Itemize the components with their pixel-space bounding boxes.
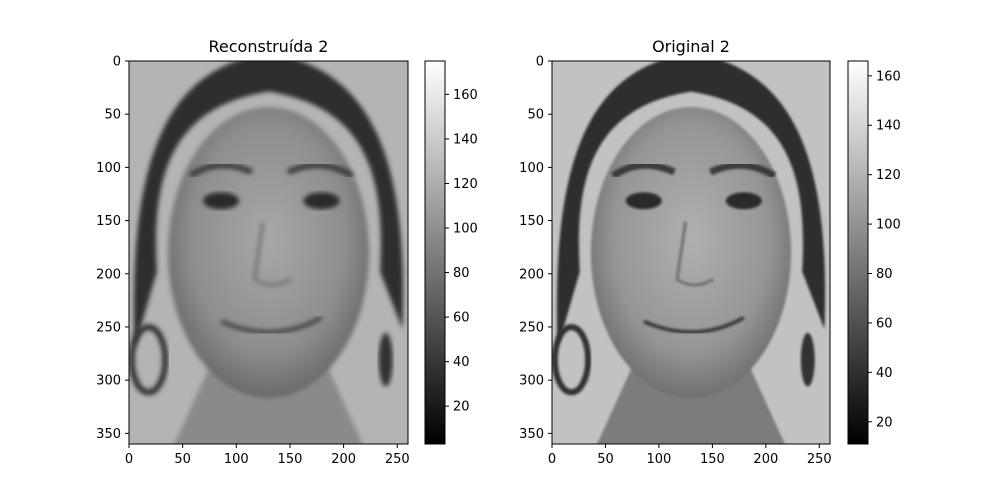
x-tick-label: 50 xyxy=(597,452,614,467)
colorbar-gradient xyxy=(424,60,446,445)
y-tick-label: 250 xyxy=(96,320,121,335)
x-tick-label: 200 xyxy=(753,452,778,467)
colorbar-tick-label: 80 xyxy=(876,267,893,282)
axes-frame xyxy=(551,60,831,445)
x-tick-label: 250 xyxy=(807,452,832,467)
colorbar-tick-label: 60 xyxy=(876,316,893,331)
colorbar-tick-label: 100 xyxy=(453,222,478,237)
y-tick-label: 50 xyxy=(527,108,544,123)
colorbar-1: 20 40 60 80 100 120 140 160 xyxy=(424,60,478,445)
colorbar-tick-label: 60 xyxy=(453,311,470,326)
subplot-title: Reconstruída 2 xyxy=(209,37,329,56)
colorbar-tick-label: 100 xyxy=(876,218,901,233)
x-tick-label: 100 xyxy=(647,452,672,467)
y-tick-label: 200 xyxy=(96,267,121,282)
x-tick-label: 250 xyxy=(385,452,410,467)
y-tick-label: 300 xyxy=(96,374,121,389)
colorbar-tick-label: 40 xyxy=(453,355,470,370)
face-image-2 xyxy=(552,61,830,444)
y-tick-label: 300 xyxy=(519,374,544,389)
colorbar-2: 20 40 60 80 100 120 140 160 xyxy=(847,60,901,445)
colorbar-tick-label: 120 xyxy=(876,168,901,183)
x-tick-label: 0 xyxy=(125,452,133,467)
y-tick-label: 350 xyxy=(519,427,544,442)
x-tick-label: 200 xyxy=(331,452,356,467)
x-tick-label: 150 xyxy=(278,452,303,467)
colorbar-tick-label: 20 xyxy=(453,400,470,415)
axes-2: 0 50 100 150 200 250 0 50 100 150 200 250 300 350 Orig… xyxy=(519,37,832,467)
axes-1: 0 50 100 150 200 250 0 50 100 150 200 250 300 350 Reco… xyxy=(96,37,410,467)
y-tick-label: 0 xyxy=(113,55,121,70)
colorbar-tick-label: 140 xyxy=(453,132,478,147)
colorbar-tick-label: 20 xyxy=(876,415,893,430)
y-tick-label: 0 xyxy=(536,55,544,70)
x-tick-label: 0 xyxy=(548,452,556,467)
subplot-2 xyxy=(552,61,830,444)
y-tick-label: 50 xyxy=(104,108,121,123)
colorbar-tick-label: 120 xyxy=(453,177,478,192)
y-tick-label: 250 xyxy=(519,320,544,335)
colorbar-tick-label: 40 xyxy=(876,366,893,381)
colorbar-tick-label: 160 xyxy=(876,69,901,84)
y-tick-label: 100 xyxy=(96,161,121,176)
y-tick-label: 200 xyxy=(519,267,544,282)
axes-frame xyxy=(128,60,409,445)
x-tick-label: 150 xyxy=(700,452,725,467)
face-image-1 xyxy=(129,61,408,444)
y-tick-label: 150 xyxy=(96,214,121,229)
colorbar-gradient xyxy=(847,60,869,445)
colorbar-tick-label: 140 xyxy=(876,119,901,134)
x-tick-label: 50 xyxy=(174,452,191,467)
y-tick-label: 150 xyxy=(519,214,544,229)
y-tick-label: 100 xyxy=(519,161,544,176)
colorbar-tick-label: 80 xyxy=(453,266,470,281)
subplot-1 xyxy=(129,61,408,444)
x-tick-label: 100 xyxy=(224,452,249,467)
colorbar-tick-label: 160 xyxy=(453,88,478,103)
subplot-title: Original 2 xyxy=(652,37,730,56)
y-tick-label: 350 xyxy=(96,427,121,442)
